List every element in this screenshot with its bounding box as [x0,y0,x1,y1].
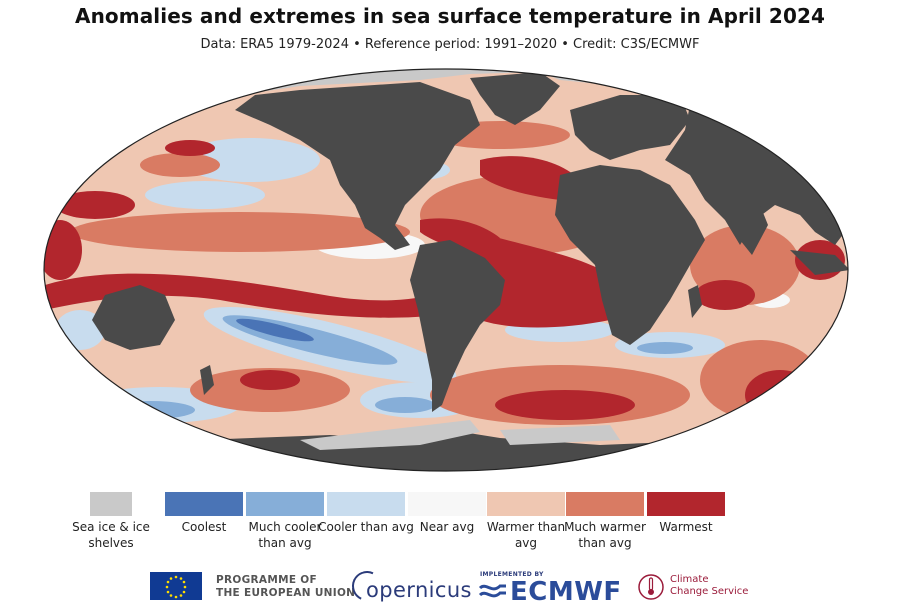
map-ocean-layer [44,69,848,471]
c3s-logo-text: Climate Change Service [670,574,748,598]
africa [555,165,705,345]
map-subtitle: Data: ERA5 1979-2024 • Reference period:… [200,37,700,52]
programme-line-1: PROGRAMME OF [216,574,317,586]
globe-outline [43,68,849,472]
ecmwf-logo-text: ECMWF [510,577,622,607]
new-zealand [200,365,214,395]
map-title: Anomalies and extremes in sea surface te… [75,4,825,28]
thermometer-icon [638,574,664,600]
programme-line-2: THE EUROPEAN UNION [216,587,356,599]
copernicus-logo-text: opernicus [366,578,472,602]
c3s-line-1: Climate [670,574,709,585]
india [735,205,768,255]
madagascar [688,285,702,318]
implemented-by-text: IMPLEMENTED BY [480,571,544,578]
footer-logos: PROGRAMME OF THE EUROPEAN UNION opernicu… [0,566,900,607]
warmest-regions [44,140,845,420]
europe [570,95,690,160]
south-america [410,240,505,412]
eu-flag-icon [150,572,202,600]
australia [92,285,175,350]
north-america [235,82,480,250]
greenland [470,72,560,125]
indonesia [790,250,848,275]
c3s-line-2: Change Service [670,586,749,597]
ecmwf-wave-icon [478,584,506,598]
eu-programme-text: PROGRAMME OF THE EUROPEAN UNION [216,574,355,600]
